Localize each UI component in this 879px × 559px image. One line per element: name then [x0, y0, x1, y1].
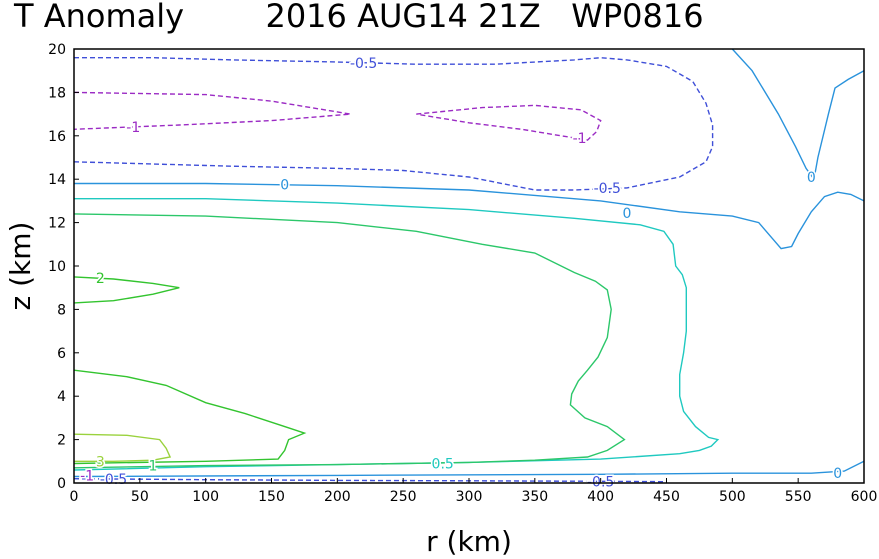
x-tick-label: 0	[70, 489, 79, 505]
y-tick-label: 8	[57, 302, 66, 318]
contour-label: 0	[623, 206, 632, 222]
x-tick-label: 200	[324, 489, 351, 505]
contour-line	[74, 182, 865, 250]
y-tick-label: 14	[48, 172, 66, 188]
contour-line	[73, 213, 626, 469]
y-tick-label: 20	[48, 42, 66, 58]
contour-label: 3	[96, 454, 105, 470]
y-tick-label: 10	[48, 259, 66, 275]
contour-line	[73, 91, 351, 130]
y-tick-label: 6	[57, 346, 66, 362]
plot-frame	[73, 48, 865, 484]
contour-line	[73, 433, 172, 462]
x-axis-title: r (km)	[426, 525, 512, 558]
contour-line	[73, 478, 667, 483]
x-tick-label: 100	[192, 489, 219, 505]
x-tick-label: 350	[521, 489, 548, 505]
y-tick-label: 0	[57, 476, 66, 492]
contour-line	[731, 48, 865, 181]
contour-label: -1	[573, 131, 587, 147]
contour-lines-group	[73, 48, 865, 483]
x-tick-label: 450	[653, 489, 680, 505]
x-tick-label: 550	[785, 489, 812, 505]
contour-line	[416, 104, 602, 141]
contour-line	[73, 369, 307, 465]
x-tick-label: 150	[258, 489, 285, 505]
x-tick-label: 300	[456, 489, 483, 505]
contour-label: 0	[833, 466, 842, 482]
contour-label: 2	[96, 271, 105, 287]
x-tick-label: 600	[851, 489, 878, 505]
contour-line	[73, 56, 714, 191]
x-tick-label: 50	[131, 489, 149, 505]
contour-label: -1	[126, 120, 140, 136]
x-axis: 0 50 100 150 200 250 300 350 400 450 500 550 600	[70, 478, 878, 505]
contour-line	[73, 276, 180, 304]
page-title: T Anomaly 2016 AUG14 21Z WP0816	[14, 0, 704, 35]
y-axis: 0 2 4 6 8 10 12 14 16 18 20	[48, 42, 79, 492]
y-tick-label: 18	[48, 85, 66, 101]
contour-label: -0.5	[350, 56, 377, 72]
contour-label: 0	[280, 178, 289, 194]
contour-label: 0	[807, 170, 816, 186]
y-axis-title: z (km)	[4, 222, 37, 311]
contour-label: 0.5	[432, 456, 454, 472]
y-tick-label: 12	[48, 216, 66, 232]
contour-label: -1	[80, 468, 94, 484]
x-tick-label: 250	[390, 489, 417, 505]
x-tick-label: 400	[587, 489, 614, 505]
x-tick-label: 500	[719, 489, 746, 505]
contour-label: -0.5	[594, 181, 621, 197]
contour-label: 1	[149, 459, 158, 475]
y-tick-label: 16	[48, 129, 66, 145]
y-tick-label: 4	[57, 389, 66, 405]
contour-line	[73, 198, 720, 471]
y-tick-label: 2	[57, 433, 66, 449]
contour-line	[73, 460, 865, 478]
contour-label: -0.5	[100, 472, 127, 488]
